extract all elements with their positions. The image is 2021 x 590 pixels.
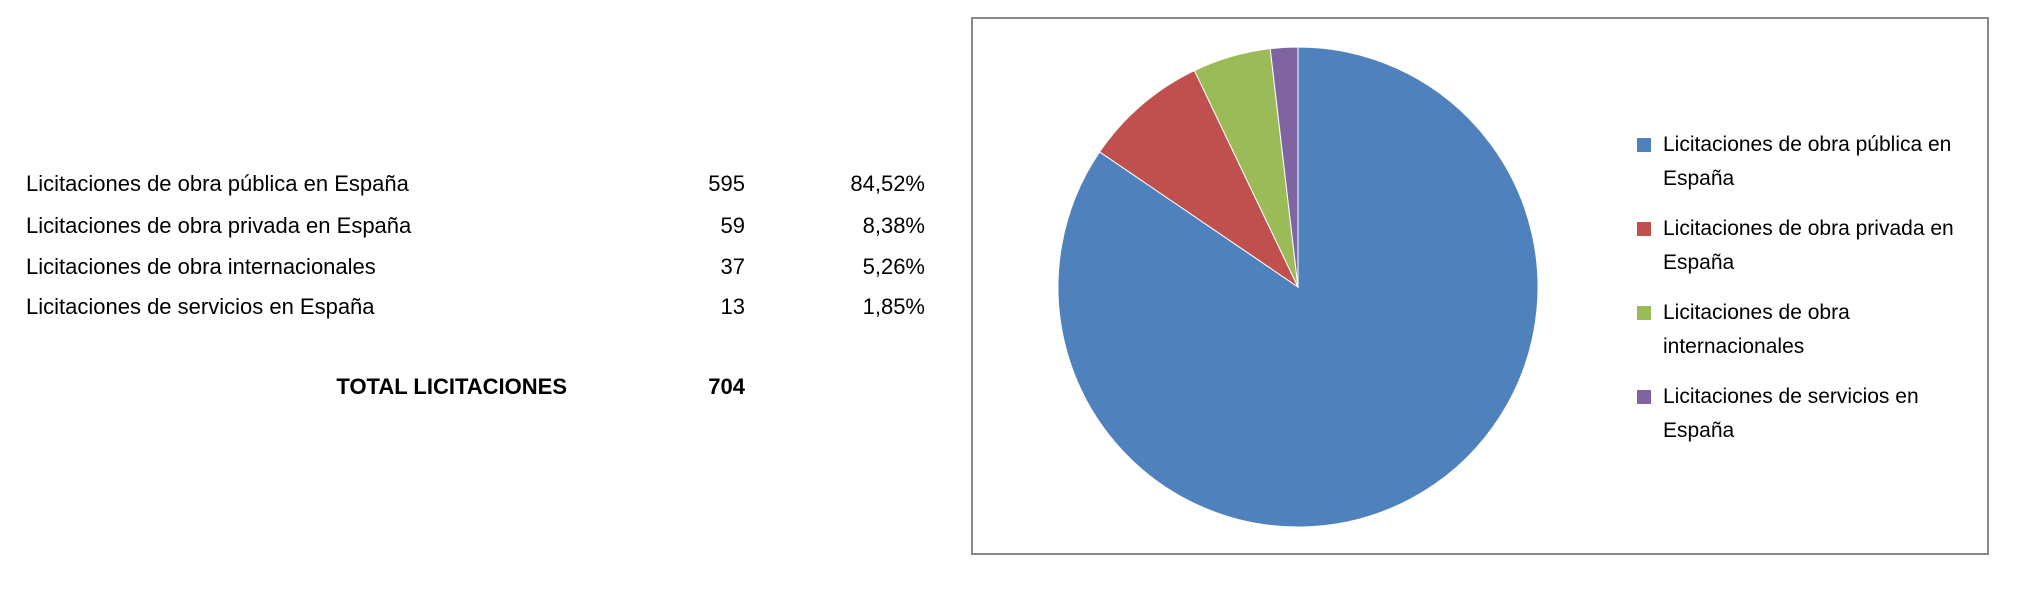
row-percent: 5,26%	[862, 254, 925, 279]
legend-swatch	[1637, 306, 1651, 320]
row-percent: 8,38%	[862, 213, 925, 238]
legend-swatch	[1637, 138, 1651, 152]
legend-swatch	[1637, 222, 1651, 236]
row-label: Licitaciones de obra internacionales	[26, 254, 376, 279]
row-label: Licitaciones de obra pública en España	[26, 171, 409, 196]
total-value: 704	[708, 374, 745, 399]
legend-label: Licitaciones de servicios en España	[1663, 385, 1919, 442]
legend-label: Licitaciones de obra privada en España	[1663, 217, 1954, 274]
total-label: TOTAL LICITACIONES	[336, 374, 567, 399]
legend-label: Licitaciones de obra pública en España	[1663, 133, 1952, 190]
row-percent: 1,85%	[862, 294, 925, 319]
row-count: 59	[720, 213, 745, 238]
row-percent: 84,52%	[850, 171, 925, 196]
pie-slice	[1098, 69, 1300, 289]
legend-label: Licitaciones de obra internacionales	[1663, 301, 1850, 358]
pie-slice	[1057, 46, 1539, 528]
legend-swatch	[1637, 390, 1651, 404]
pie-slice	[1269, 46, 1299, 288]
row-label: Licitaciones de obra privada en España	[26, 213, 412, 238]
row-count: 595	[708, 171, 745, 196]
chart-frame	[971, 17, 1989, 555]
row-count: 13	[720, 294, 745, 319]
row-count: 37	[720, 254, 745, 279]
row-label: Licitaciones de servicios en España	[26, 294, 375, 319]
